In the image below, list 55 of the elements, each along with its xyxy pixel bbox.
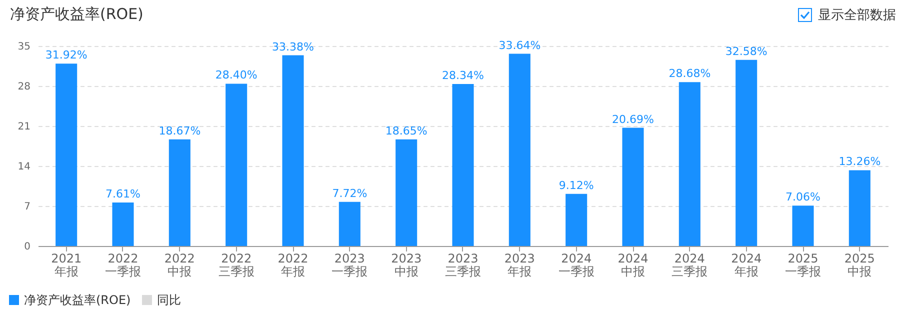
data-label: 18.65% bbox=[385, 124, 428, 138]
x-tick-label: 2024 三季报 bbox=[672, 252, 708, 278]
data-label: 9.12% bbox=[558, 178, 594, 192]
bar bbox=[566, 194, 588, 246]
data-label: 28.68% bbox=[668, 67, 711, 80]
x-tick-label: 2024 年报 bbox=[731, 252, 762, 278]
y-tick-label: 21 bbox=[18, 122, 30, 132]
data-label: 33.64% bbox=[498, 38, 541, 52]
x-tick-label: 2022 三季报 bbox=[218, 252, 254, 278]
data-label: 13.26% bbox=[838, 155, 881, 168]
bar bbox=[508, 54, 530, 246]
x-tick-label: 2025 中报 bbox=[844, 252, 875, 278]
bar bbox=[678, 82, 700, 246]
data-label: 28.34% bbox=[442, 69, 484, 82]
bar bbox=[282, 55, 304, 246]
bar bbox=[338, 202, 360, 246]
x-tick-label: 2022 年报 bbox=[278, 252, 308, 278]
bar bbox=[396, 139, 418, 246]
text: 显示全部数据 bbox=[818, 7, 896, 24]
x-tick-label: 2023 年报 bbox=[504, 252, 535, 278]
x-tick-label: 2021 年报 bbox=[51, 252, 82, 278]
x-tick-label: 2023 中报 bbox=[391, 252, 422, 278]
data-label: 18.67% bbox=[158, 124, 201, 138]
x-tick-label: 2022 一季报 bbox=[105, 252, 141, 278]
data-label: 31.92% bbox=[45, 48, 88, 62]
bar bbox=[848, 170, 870, 246]
legend-label: 净资产收益率(ROE) bbox=[24, 293, 131, 307]
y-tick-label: 28 bbox=[18, 82, 30, 92]
x-tick-label: 2022 中报 bbox=[164, 252, 195, 278]
y-tick-label: 35 bbox=[18, 42, 30, 52]
bar bbox=[736, 60, 758, 246]
data-label: 28.40% bbox=[215, 68, 258, 82]
bar bbox=[622, 128, 644, 246]
data-label: 7.06% bbox=[786, 190, 820, 204]
bar bbox=[226, 84, 248, 246]
bar bbox=[452, 84, 474, 246]
x-tick-label: 2024 中报 bbox=[618, 252, 648, 278]
data-label: 7.72% bbox=[332, 186, 368, 200]
x-tick-label: 2024 一季报 bbox=[558, 252, 594, 278]
y-tick-label: 14 bbox=[18, 162, 30, 172]
chart-title: 净资产收益率(ROE) bbox=[10, 4, 144, 23]
bar bbox=[112, 202, 134, 246]
x-tick-label: 2023 三季报 bbox=[445, 252, 481, 278]
y-tick-label: 7 bbox=[24, 202, 30, 212]
y-tick-label: 0 bbox=[24, 242, 30, 252]
x-tick-label: 2025 一季报 bbox=[785, 252, 821, 278]
data-label: 32.58% bbox=[725, 44, 768, 58]
legend-label: 同比 bbox=[157, 293, 181, 307]
data-label: 20.69% bbox=[612, 112, 654, 126]
bar bbox=[168, 139, 190, 246]
bar bbox=[792, 206, 814, 246]
x-tick-label: 2023 一季报 bbox=[332, 252, 368, 278]
bar bbox=[56, 64, 78, 246]
data-label: 7.61% bbox=[106, 188, 140, 201]
data-label: 33.38% bbox=[272, 40, 314, 54]
